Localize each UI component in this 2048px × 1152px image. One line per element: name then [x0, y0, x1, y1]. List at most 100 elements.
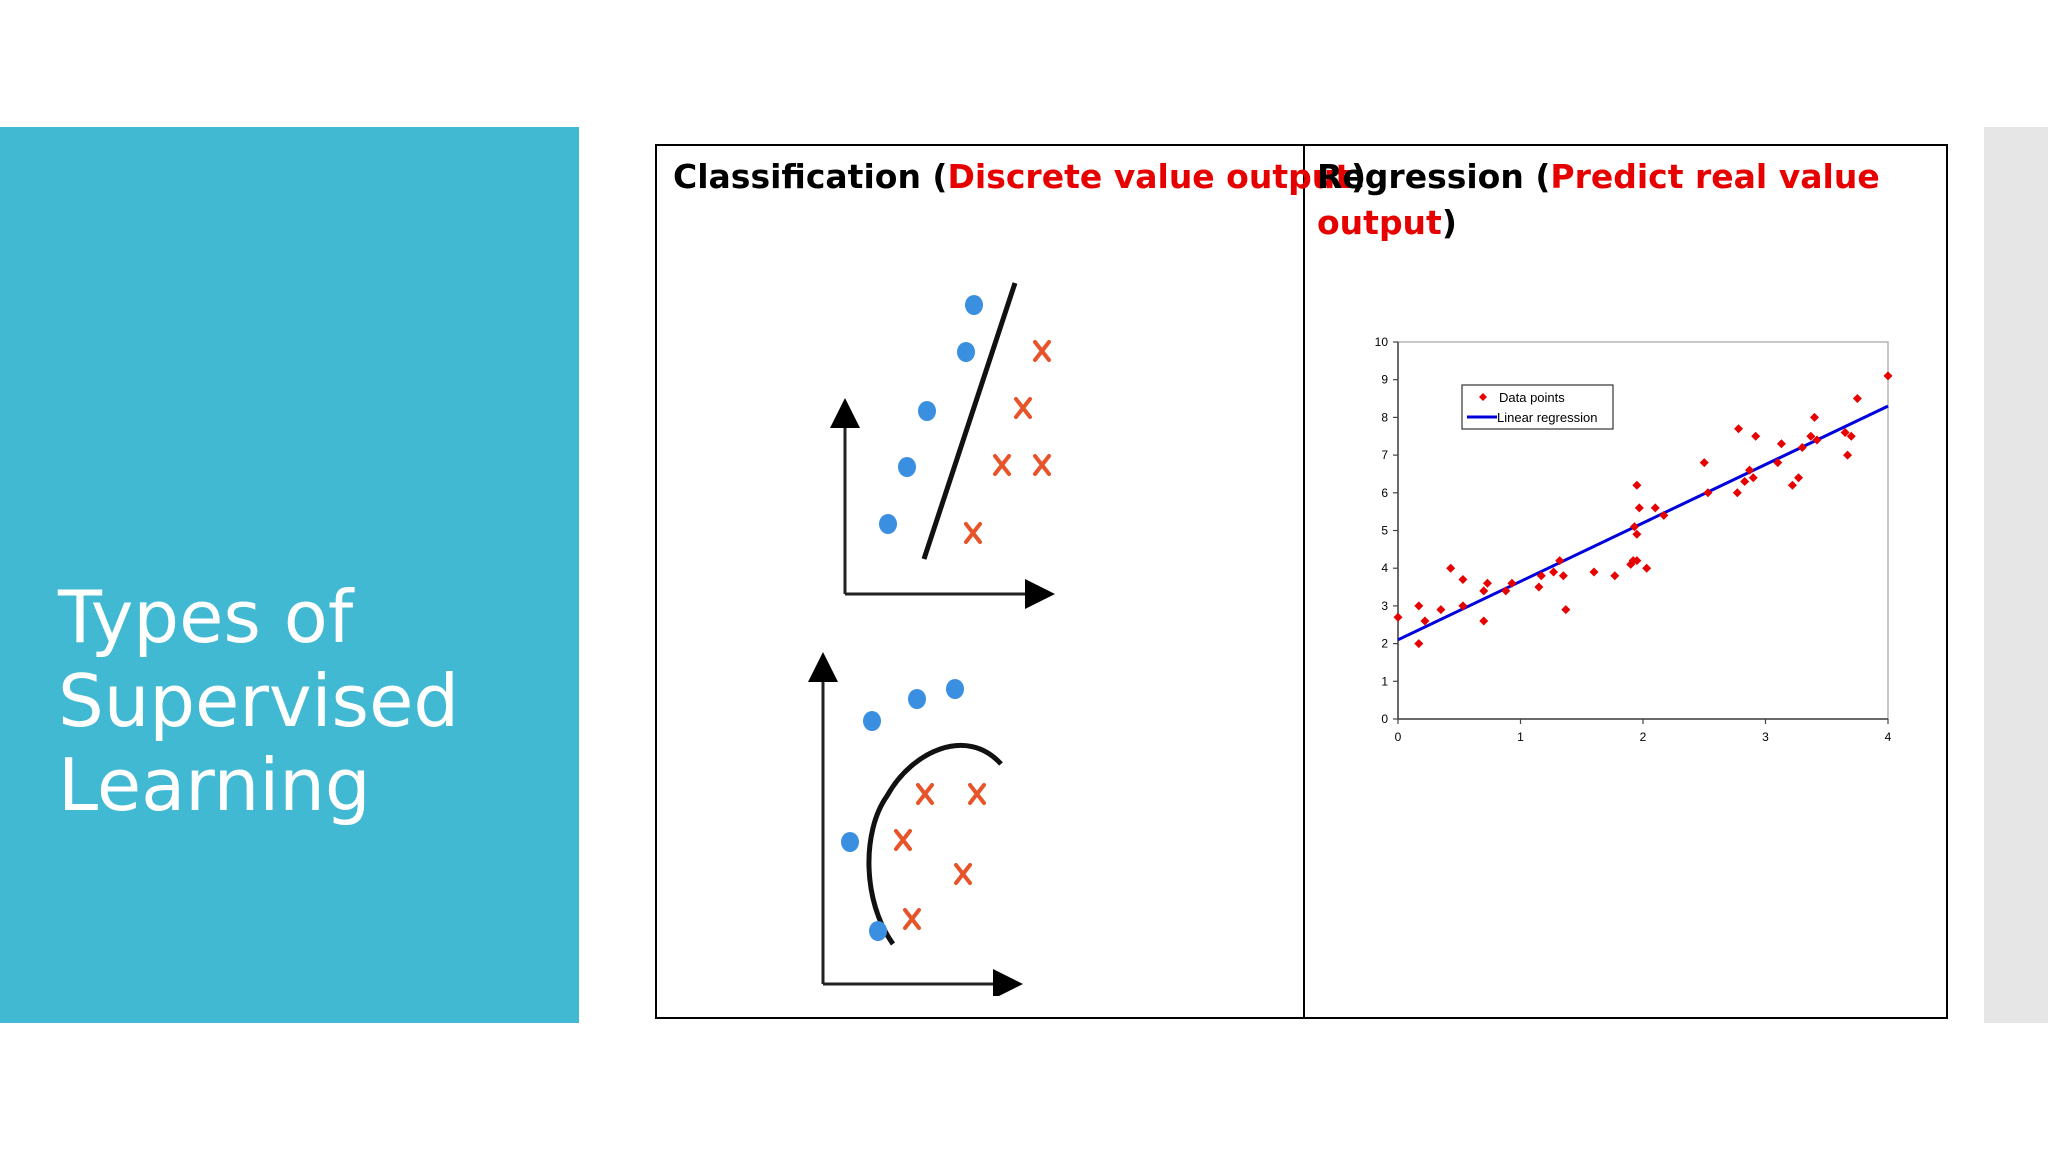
data-point: [1699, 458, 1709, 468]
heading-suffix: ): [1351, 157, 1367, 196]
data-point: [1589, 567, 1599, 577]
data-point: [1414, 639, 1424, 649]
x-class: [964, 340, 1051, 544]
heading-highlight: Predict real value output: [1317, 157, 1880, 242]
circle-point: [946, 679, 964, 699]
data-point: [1797, 443, 1807, 453]
data-point: [1843, 450, 1853, 460]
data-point: [1852, 394, 1862, 404]
circle-point: [863, 711, 881, 731]
circle-point: [869, 921, 887, 941]
x-point: [894, 829, 912, 851]
x-tick-label: 0: [1395, 730, 1402, 744]
title-line: Supervised: [58, 659, 460, 743]
heading-highlight: Discrete value output: [947, 157, 1352, 196]
data-point: [1634, 503, 1644, 513]
slide-title: Types of Supervised Learning: [58, 575, 558, 827]
circle-point: [841, 832, 859, 852]
circle-point: [965, 295, 983, 315]
y-tick-label: 6: [1381, 486, 1388, 500]
data-point: [1846, 431, 1856, 441]
data-point: [1561, 605, 1571, 615]
data-point: [1794, 473, 1804, 483]
data-point: [1414, 601, 1424, 611]
circle-class: [841, 679, 964, 941]
data-point: [1812, 435, 1822, 445]
data-point: [1549, 567, 1559, 577]
data-point: [1703, 488, 1713, 498]
data-point: [1501, 586, 1511, 596]
data-point: [1810, 412, 1819, 422]
circle-point: [918, 401, 936, 421]
decision-line: [921, 282, 1018, 560]
decision-curve: [866, 743, 1003, 946]
x-point: [1033, 454, 1051, 476]
regression-line: [1397, 404, 1889, 642]
data-point: [1479, 616, 1489, 626]
data-point: [1734, 424, 1744, 434]
data-point: [1610, 571, 1620, 581]
legend-box: [1461, 384, 1614, 430]
data-point: [1740, 476, 1750, 486]
x-point: [993, 454, 1011, 476]
y-tick-label: 9: [1381, 373, 1388, 387]
y-tick-label: 7: [1381, 448, 1388, 462]
heading-prefix: Classification (: [673, 157, 948, 196]
circle-point: [898, 457, 916, 477]
y-tick-label: 5: [1381, 524, 1388, 538]
data-point: [1436, 605, 1446, 615]
legend-label: Linear regression: [1497, 410, 1597, 425]
data-point: [1420, 616, 1430, 626]
data-point: [1776, 439, 1786, 449]
data-point: [1806, 431, 1816, 441]
regression-scatter-chart: 0 1 2 3 4 5 6 7 8 9 10 0 1 2 3 4 Data points Linear reg…: [1375, 335, 1893, 744]
linear-classifier-illustration: [830, 282, 1055, 609]
data-point: [1393, 612, 1403, 622]
data-point: [1458, 575, 1468, 585]
data-point: [1458, 601, 1468, 611]
data-point: [1883, 371, 1893, 381]
x-point: [968, 783, 986, 805]
data-point: [1642, 563, 1652, 573]
x-tick-label: 2: [1640, 730, 1647, 744]
y-tick-label: 8: [1381, 410, 1388, 424]
y-tick-label: 10: [1375, 335, 1389, 349]
data-point: [1446, 563, 1456, 573]
x-point: [964, 522, 982, 544]
heading-suffix: ): [1441, 203, 1457, 242]
diamond-icon: [1479, 393, 1487, 401]
data-point: [1659, 510, 1669, 520]
heading-prefix: Regression (: [1317, 157, 1551, 196]
data-point: [1629, 522, 1639, 532]
data-point: [1773, 458, 1783, 468]
x-point: [903, 908, 921, 930]
y-tick-label: 3: [1381, 599, 1388, 613]
regression-heading: Regression (Predict real value output): [1317, 154, 1917, 246]
data-point: [1534, 582, 1544, 592]
data-point: [1748, 473, 1758, 483]
x-tick-label: 4: [1885, 730, 1892, 744]
data-point: [1632, 556, 1642, 566]
data-point: [1482, 578, 1492, 588]
legend-label: Data points: [1499, 390, 1565, 405]
data-point: [1555, 556, 1565, 566]
title-line: Learning: [58, 743, 371, 827]
classification-heading: Classification (Discrete value output): [673, 154, 1366, 200]
x-class: [894, 783, 986, 930]
title-band: Types of Supervised Learning: [0, 127, 579, 1023]
next-slide-edge: [1984, 127, 2048, 1023]
y-tick-label: 0: [1381, 712, 1388, 726]
data-point: [1732, 488, 1742, 498]
y-tick-label: 1: [1381, 674, 1388, 688]
data-point: [1507, 578, 1517, 588]
title-line: Types of: [58, 575, 354, 659]
data-point: [1787, 480, 1797, 490]
x-point: [916, 783, 934, 805]
y-tick-label: 4: [1381, 561, 1388, 575]
data-point: [1536, 571, 1546, 581]
nonlinear-classifier-illustration: [808, 652, 1023, 996]
data-point: [1632, 529, 1642, 539]
circle-point: [879, 514, 897, 534]
data-point: [1650, 503, 1660, 513]
circle-point: [908, 689, 926, 709]
